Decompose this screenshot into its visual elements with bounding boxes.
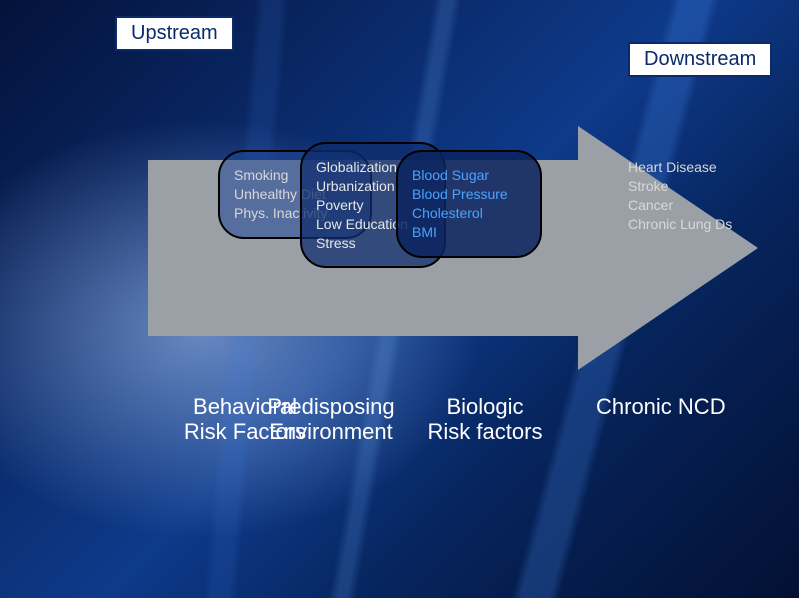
panel-item: Chronic Lung Ds <box>628 215 784 234</box>
panel-biologic: Blood Sugar Blood Pressure Cholesterol B… <box>396 150 542 258</box>
caption-biologic: BiologicRisk factors <box>390 394 580 445</box>
panel-item: Blood Pressure <box>412 185 528 204</box>
downstream-label: Downstream <box>628 42 772 77</box>
panel-item: Cancer <box>628 196 784 215</box>
panel-item: Heart Disease <box>628 158 784 177</box>
panel-item: Stroke <box>628 177 784 196</box>
caption-ncd: Chronic NCD <box>596 394 796 419</box>
panel-item: BMI <box>412 223 528 242</box>
panel-item: Cholesterol <box>412 204 528 223</box>
panel-item: Blood Sugar <box>412 166 528 185</box>
panel-ncd: Heart Disease Stroke Cancer Chronic Lung… <box>628 158 784 234</box>
upstream-label: Upstream <box>115 16 234 51</box>
